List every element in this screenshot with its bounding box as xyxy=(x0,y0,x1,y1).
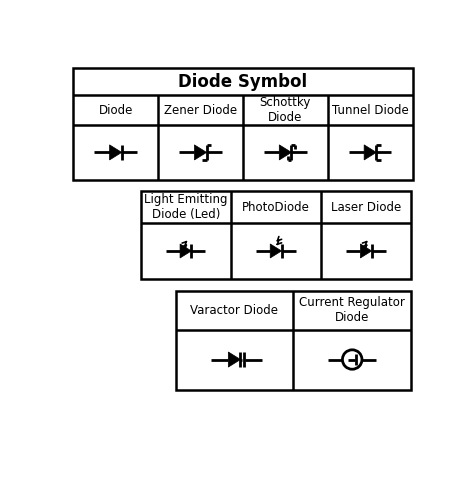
Polygon shape xyxy=(279,145,292,160)
Text: Laser Diode: Laser Diode xyxy=(331,200,401,213)
Bar xyxy=(175,291,411,390)
Bar xyxy=(73,68,413,180)
Polygon shape xyxy=(194,145,207,160)
Text: Schottky
Diode: Schottky Diode xyxy=(260,96,311,124)
Text: Diode: Diode xyxy=(99,104,133,117)
Text: Light Emitting
Diode (Led): Light Emitting Diode (Led) xyxy=(144,193,228,221)
Text: Current Regulator
Diode: Current Regulator Diode xyxy=(299,296,405,324)
Polygon shape xyxy=(360,244,372,258)
Polygon shape xyxy=(228,352,240,367)
Polygon shape xyxy=(364,145,376,160)
Text: PhotoDiode: PhotoDiode xyxy=(242,200,310,213)
Polygon shape xyxy=(270,244,282,258)
Polygon shape xyxy=(180,244,191,258)
Text: Diode Symbol: Diode Symbol xyxy=(178,72,308,90)
Text: Zener Diode: Zener Diode xyxy=(164,104,237,117)
Polygon shape xyxy=(109,145,122,160)
Text: Varactor Diode: Varactor Diode xyxy=(191,304,278,317)
Text: Tunnel Diode: Tunnel Diode xyxy=(332,104,409,117)
Bar xyxy=(141,191,411,278)
